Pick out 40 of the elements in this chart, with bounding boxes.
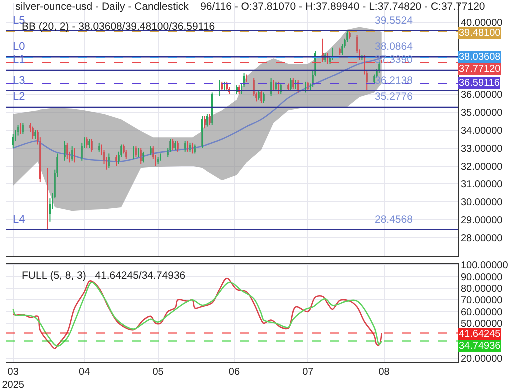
y-tick-label: 29.00000 xyxy=(461,216,504,227)
y-tick-label: 33.00000 xyxy=(461,144,504,155)
ref-line-label: L4 xyxy=(13,214,26,226)
y-tick-label: 90.00000 xyxy=(461,272,504,284)
y-tick-label: 70.00000 xyxy=(461,296,504,307)
ref-line-label: 38.03608 xyxy=(459,52,502,63)
annotation: 38.0864 xyxy=(375,41,414,53)
x-tick-label: 04 xyxy=(79,367,91,378)
y-tick-label: 34.00000 xyxy=(461,126,504,137)
annotation: 28.4568 xyxy=(375,214,414,226)
x-tick-label: 08 xyxy=(378,367,390,378)
y-tick-label: 28.00000 xyxy=(461,234,504,245)
y-tick-label: 20.00000 xyxy=(461,354,504,365)
y-tick-label: 30.00000 xyxy=(461,198,504,209)
annotation: 39.5524 xyxy=(375,15,414,27)
x-tick-label: 05 xyxy=(152,367,164,378)
y-tick-label: 35.00000 xyxy=(461,108,504,119)
ref-line-label: L0 xyxy=(13,41,26,53)
x-tick-label: 07 xyxy=(302,367,314,378)
y-tick-label: 36.00000 xyxy=(461,90,504,102)
ref-line-label: L2 xyxy=(13,91,26,103)
ref-line-label: 34.74936 xyxy=(459,341,502,352)
x-tick-label: 03 2025 xyxy=(2,367,25,390)
y-tick-label: 31.00000 xyxy=(461,180,504,191)
annotation: FULL (5, 8, 3) 41.64245/34.74936 xyxy=(22,270,186,282)
ref-line-label: 41.64245 xyxy=(459,329,502,340)
y-tick-label: 80.00000 xyxy=(461,284,504,295)
ref-line-label: 36.59116 xyxy=(459,78,500,89)
x-tick-label: 06 xyxy=(228,367,240,378)
y-tick-label: 100.00000 xyxy=(461,260,509,272)
y-tick-label: 50.00000 xyxy=(461,319,504,330)
y-tick-label: 60.00000 xyxy=(461,307,504,318)
y-tick-label: 40.00000 xyxy=(461,18,504,30)
ref-line-label: L3 xyxy=(13,75,26,87)
annotation: BB (20, 2) - 38.03608/39.48100/36.59116 xyxy=(22,21,216,33)
y-tick-label: 32.00000 xyxy=(461,162,504,173)
ref-line-label: 39.48100 xyxy=(459,28,502,39)
ref-line-label: 37.77120 xyxy=(459,64,502,75)
annotation: 36.2138 xyxy=(375,75,414,87)
annotation: 35.2776 xyxy=(375,91,414,103)
